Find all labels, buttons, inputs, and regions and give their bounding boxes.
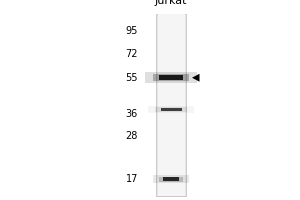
- Text: Jurkat: Jurkat: [155, 0, 187, 6]
- Bar: [159, 75, 183, 80]
- Bar: [156, 14, 186, 196]
- Bar: [158, 14, 184, 196]
- Text: 95: 95: [126, 26, 138, 36]
- Bar: [160, 108, 182, 111]
- Bar: [163, 177, 179, 181]
- Text: 72: 72: [125, 49, 138, 59]
- Text: 28: 28: [126, 131, 138, 141]
- Bar: [155, 107, 187, 112]
- Bar: [153, 74, 189, 81]
- Text: 17: 17: [126, 174, 138, 184]
- Bar: [153, 175, 189, 183]
- Bar: [145, 72, 197, 83]
- Text: 55: 55: [125, 73, 138, 83]
- Polygon shape: [192, 74, 200, 82]
- Bar: [159, 177, 183, 182]
- Bar: [148, 106, 194, 113]
- Text: 36: 36: [126, 109, 138, 119]
